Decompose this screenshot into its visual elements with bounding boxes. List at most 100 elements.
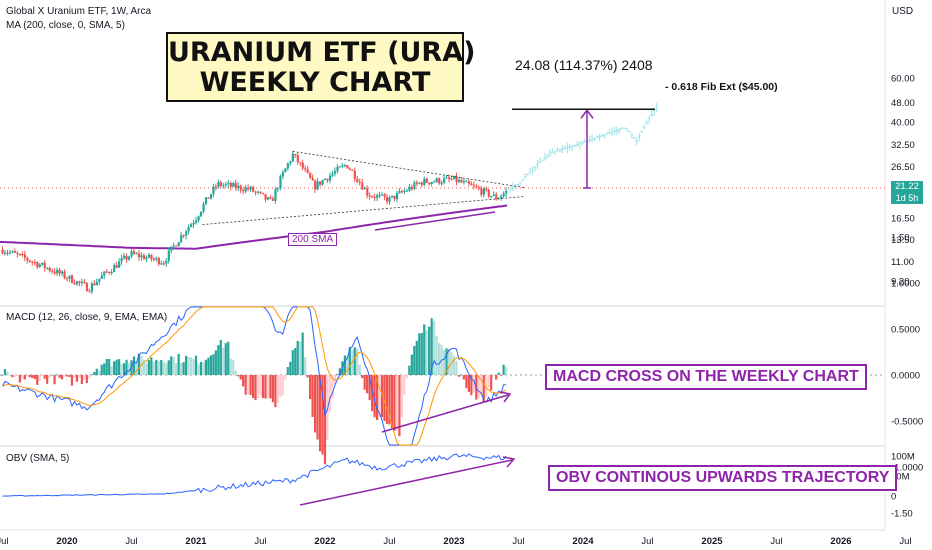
macd-histogram-bar <box>165 363 168 375</box>
candle-body <box>177 242 180 247</box>
chart-title-line1: URANIUM ETF (URA) <box>168 37 476 68</box>
macd-histogram-bar <box>41 375 44 377</box>
candle-body <box>165 260 168 264</box>
price-tick-label: 9.20 <box>891 277 910 288</box>
candle-body <box>145 257 148 260</box>
obv-header: OBV (SMA, 5) <box>6 453 70 464</box>
candle-body <box>167 250 170 261</box>
candle-body <box>224 184 227 186</box>
macd-histogram-bar <box>187 356 190 375</box>
macd-line <box>2 306 507 446</box>
ma-indicator-label: MA (200, close, 0, SMA, 5) <box>6 20 125 31</box>
candle-body <box>142 255 146 260</box>
candle-body <box>68 275 71 279</box>
candle-body <box>172 245 175 247</box>
candle-body <box>418 182 421 184</box>
candle-body <box>132 251 136 254</box>
macd-tick-label: 1.0000 <box>891 279 920 290</box>
candle-body <box>217 182 220 187</box>
candle-body <box>316 181 319 190</box>
candle-body <box>247 187 250 190</box>
macd-histogram-bar <box>274 375 277 408</box>
candle-body <box>197 216 200 221</box>
candle-body <box>108 272 111 274</box>
macd-histogram-bar <box>117 359 121 375</box>
candle-body <box>271 198 275 201</box>
macd-histogram-bar <box>390 375 394 429</box>
candle-body <box>63 271 66 278</box>
candle-body <box>95 281 98 286</box>
macd-histogram-bar <box>328 375 332 412</box>
macd-histogram-bar <box>192 358 195 375</box>
fib-extension-label: - 0.618 Fib Ext ($45.00) <box>665 81 778 93</box>
macd-histogram-bar <box>137 353 141 375</box>
candle-body <box>398 191 401 194</box>
candle-body <box>254 191 257 193</box>
candle-body <box>190 224 193 228</box>
macd-histogram-bar <box>80 375 83 385</box>
candle-body <box>80 281 84 283</box>
macd-histogram-bar <box>323 375 327 465</box>
macd-histogram-bar <box>338 368 341 375</box>
candle-body <box>61 271 64 274</box>
macd-histogram-bar <box>1 375 4 376</box>
candle-body <box>346 165 349 169</box>
macd-histogram-bar <box>204 359 208 375</box>
macd-histogram-bar <box>85 375 88 384</box>
candle-body <box>31 261 34 263</box>
candle-body <box>477 187 481 189</box>
macd-histogram-bar <box>465 375 468 389</box>
time-tick-label: Jul <box>125 536 137 547</box>
macd-histogram-bar <box>217 345 220 375</box>
candle-body <box>160 263 163 265</box>
macd-histogram-bar <box>477 375 480 399</box>
macd-histogram-bar <box>162 361 165 375</box>
candle-body <box>38 264 41 268</box>
macd-histogram-bar <box>78 375 81 379</box>
macd-histogram-bar <box>177 353 180 375</box>
macd-histogram-bar <box>309 375 312 400</box>
macd-histogram-bar <box>108 358 111 375</box>
candle-body <box>279 176 282 189</box>
price-tick-label: 26.50 <box>891 162 915 173</box>
candle-body <box>475 186 478 188</box>
time-tick-label: Jul <box>641 536 653 547</box>
candle-body <box>301 162 304 169</box>
time-tick-label: Jul <box>254 536 266 547</box>
candle-body <box>465 181 468 183</box>
macd-histogram-bar <box>294 348 297 375</box>
time-tick-label: Jul <box>0 536 9 547</box>
macd-histogram-bar <box>502 364 505 375</box>
macd-histogram-bar <box>313 375 317 433</box>
macd-trend-arrow <box>381 394 509 433</box>
macd-histogram-bar <box>480 375 483 396</box>
candle-body <box>21 254 24 256</box>
projection-bars <box>508 103 659 194</box>
macd-histogram-bar <box>457 375 461 377</box>
candle-body <box>495 194 498 200</box>
candle-body <box>373 196 376 198</box>
macd-histogram-bar <box>371 375 374 412</box>
candle-body <box>472 185 476 187</box>
candle-body <box>78 281 81 283</box>
candle-body <box>26 257 29 261</box>
candle-body <box>192 222 195 225</box>
candle-body <box>383 194 386 197</box>
macd-histogram-bar <box>418 333 421 375</box>
candle-body <box>363 188 366 190</box>
macd-histogram-bar <box>311 375 314 417</box>
candle-body <box>331 173 334 176</box>
candle-body <box>343 165 347 167</box>
chart-title-line2: WEEKLY CHART <box>199 67 431 98</box>
macd-histogram-bar <box>88 375 91 379</box>
macd-histogram-bar <box>385 375 389 425</box>
candle-body <box>259 191 262 193</box>
macd-histogram-bar <box>38 375 41 381</box>
macd-histogram-bar <box>237 375 240 377</box>
candle-body <box>381 194 384 196</box>
candle-body <box>353 170 356 179</box>
macd-histogram-bar <box>110 366 113 375</box>
macd-histogram-bar <box>428 326 431 375</box>
candle-body <box>356 178 359 182</box>
candle-body <box>110 272 113 274</box>
